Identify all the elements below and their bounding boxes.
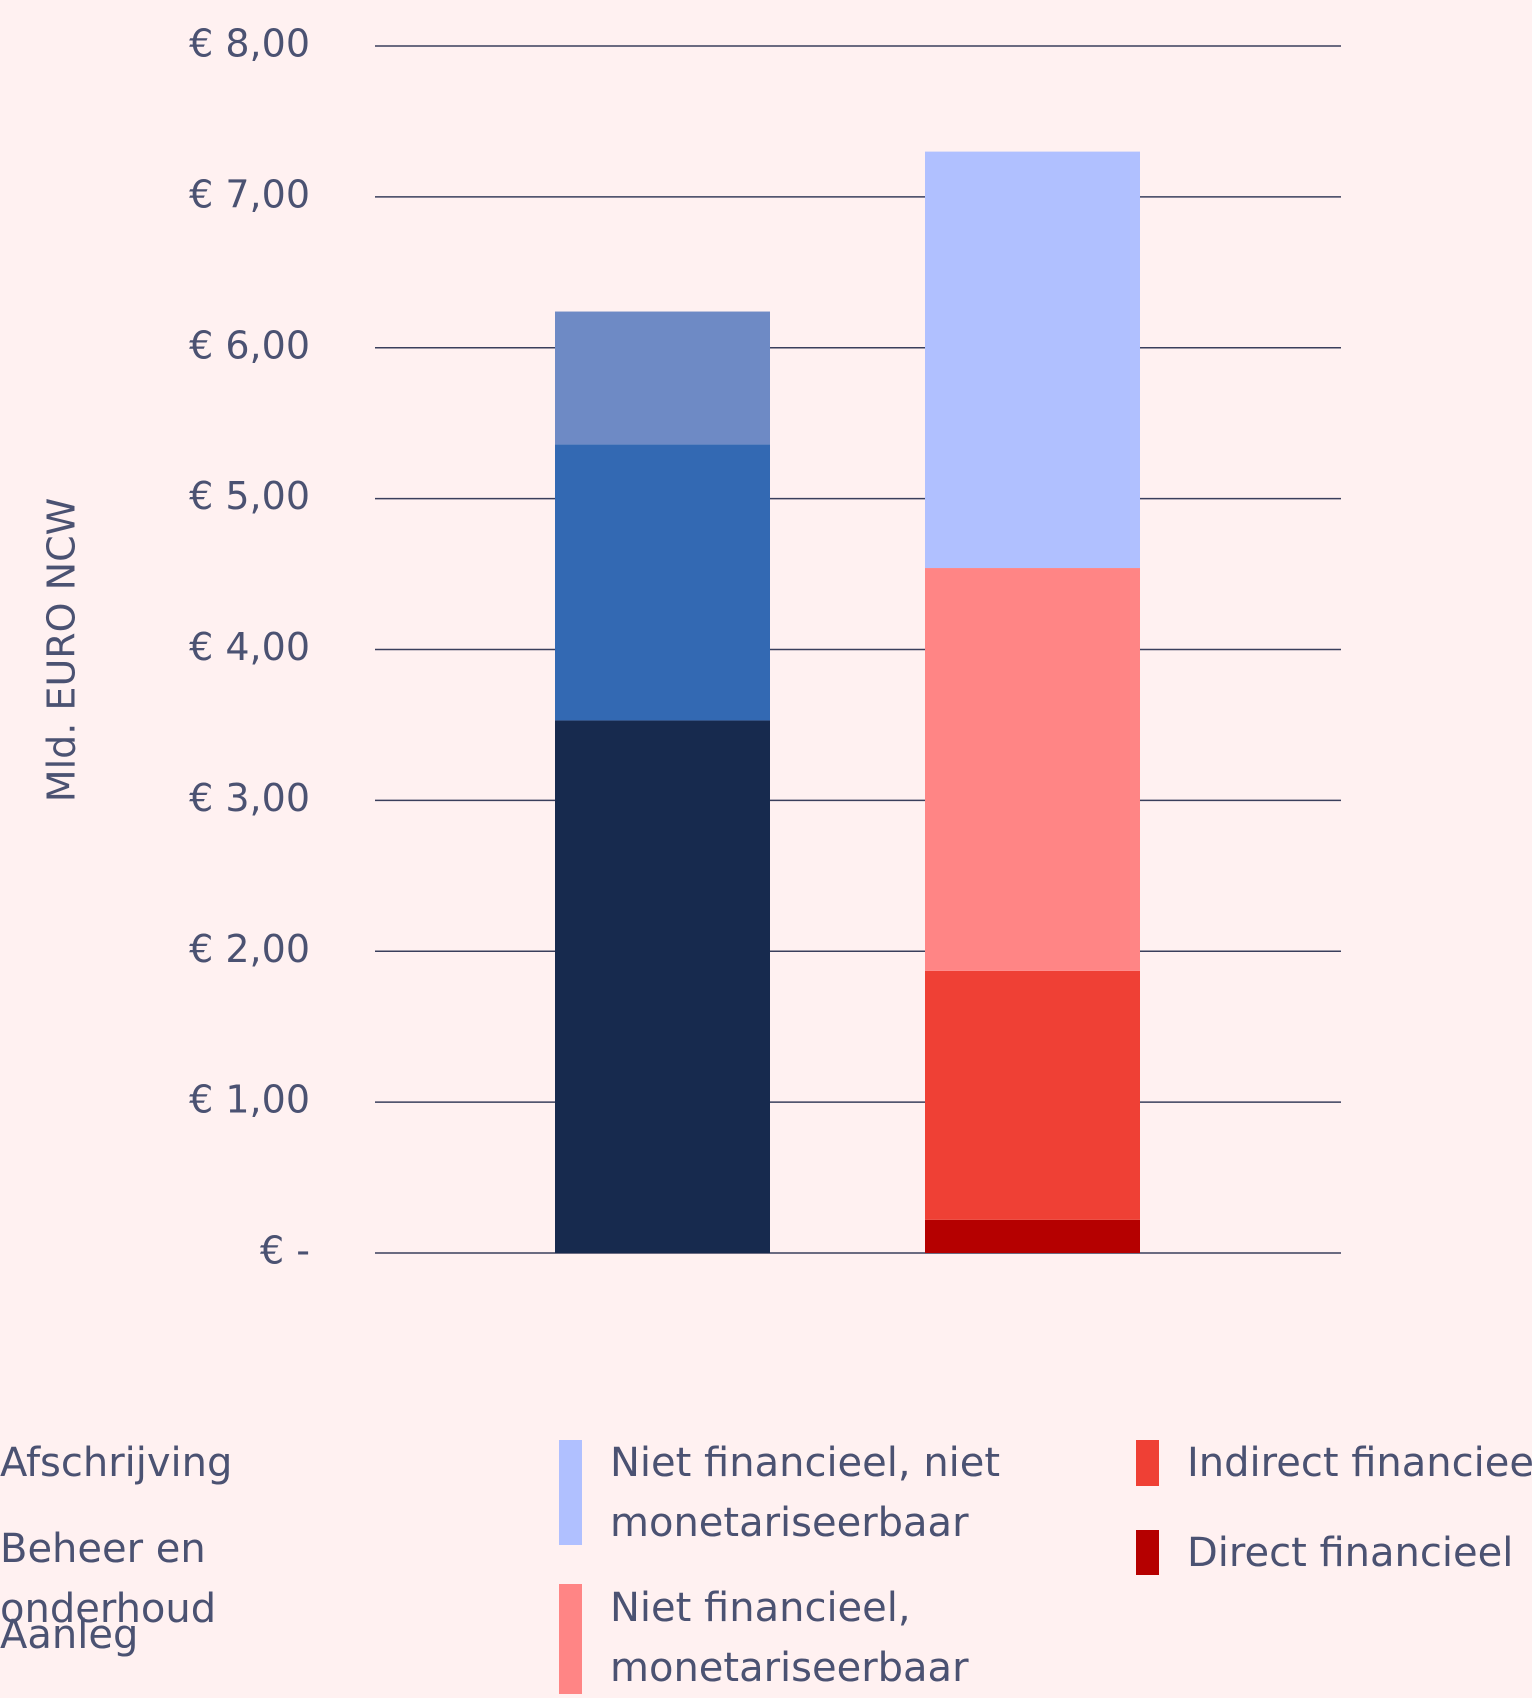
legend-label: Beheer en onderhoud	[0, 1526, 217, 1632]
y-tick-label: € 6,00	[189, 323, 310, 367]
y-tick-label: € 5,00	[189, 474, 310, 518]
bar-segment	[555, 311, 770, 445]
bar-segment	[925, 970, 1140, 1220]
y-tick-label: € -	[260, 1229, 310, 1273]
legend-label: Aanleg	[0, 1612, 139, 1658]
y-axis-title: Mld. EURO NCW	[40, 498, 84, 802]
y-tick-label: € 4,00	[189, 625, 310, 669]
y-tick-label: € 1,00	[189, 1078, 310, 1122]
bar-segment	[925, 1219, 1140, 1253]
legend-label: Afschrijving	[0, 1440, 233, 1486]
y-tick-label: € 7,00	[189, 172, 310, 216]
legend-swatch	[1136, 1440, 1159, 1486]
y-tick-label: € 2,00	[189, 927, 310, 971]
x-tick-label: BATEN	[954, 1295, 1110, 1300]
x-tick-label: KOSTEN	[567, 1295, 758, 1300]
y-tick-label: € 8,00	[189, 22, 310, 66]
legend-swatch	[559, 1440, 582, 1545]
bar-segment	[555, 444, 770, 721]
chart: Mld. EURO NCW € - € 1,00 € 2,00 € 3,00 € 4,0…	[40, 22, 1341, 1300]
legend-label: Niet financieel, monetariseerbaar	[610, 1585, 969, 1691]
bar-segment	[925, 568, 1140, 971]
legend-label: Direct financieel	[1187, 1530, 1514, 1576]
legend-label: Niet financieel, niet monetariseerbaar	[610, 1440, 1001, 1546]
legend-label: Indirect financieel	[1187, 1440, 1532, 1486]
legend-swatch	[559, 1584, 582, 1694]
bar-segment	[925, 151, 1140, 569]
y-tick-label: € 3,00	[189, 776, 310, 820]
legend-swatch	[1136, 1530, 1159, 1575]
bar-segment	[555, 720, 770, 1253]
